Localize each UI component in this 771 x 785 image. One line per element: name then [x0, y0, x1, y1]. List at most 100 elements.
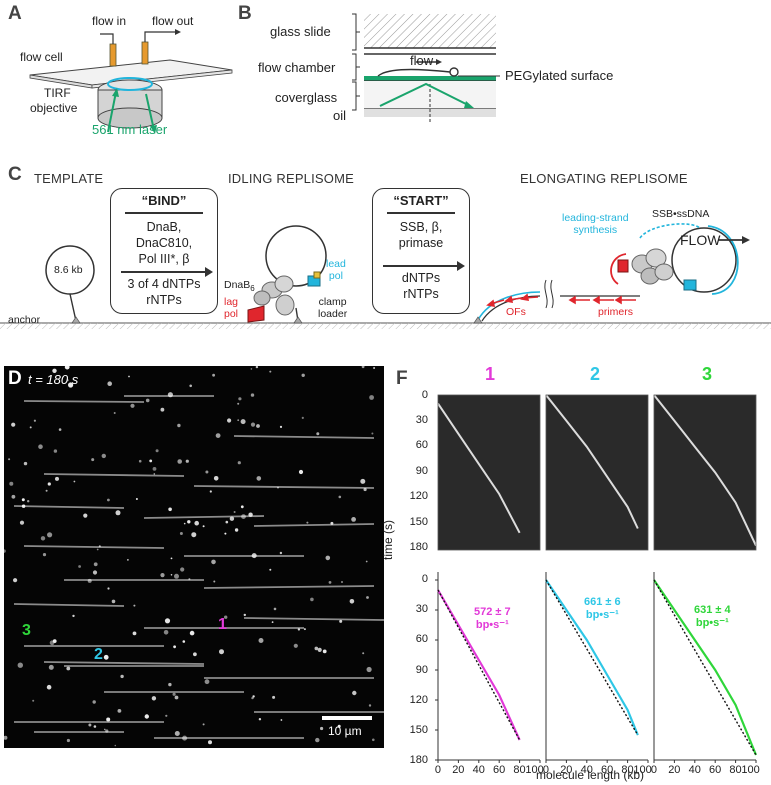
fluorescent-spot-102 [277, 486, 279, 489]
fluorescent-spot-108 [66, 666, 71, 671]
fluorescent-spot-107 [330, 521, 334, 525]
fluorescent-spot-55 [341, 581, 343, 583]
tirf-setup-illustration [29, 29, 233, 134]
coverglass-label: coverglass [275, 90, 338, 105]
anchor-label: anchor [8, 314, 41, 326]
fluorescent-spot-166 [11, 494, 16, 499]
fluorescent-spot-40 [202, 525, 205, 528]
fluorescent-spot-11 [92, 700, 96, 704]
y-tick-top-30: 30 [415, 414, 428, 426]
fluorescent-spot-135 [130, 403, 135, 408]
flow-cell-label: flow cell [20, 50, 63, 64]
fluorescent-spot-131 [17, 662, 23, 668]
micro-label-2: 2 [94, 646, 103, 663]
dna-streak-3 [43, 473, 185, 477]
fluorescent-spot-120 [360, 478, 366, 484]
fluorescent-spot-104 [163, 630, 169, 635]
x-tick-1-60: 60 [493, 764, 506, 776]
fluorescent-spot-88 [227, 418, 232, 423]
fluorescent-spot-159 [369, 395, 374, 400]
dna-streak-7 [253, 523, 375, 527]
fluorescent-spot-136 [29, 426, 32, 429]
fluorescent-spot-44 [208, 740, 212, 745]
laser-label: 561 nm laser [92, 122, 168, 137]
fluorescent-spot-156 [152, 467, 157, 471]
fluorescent-spot-42 [174, 731, 180, 736]
fluorescent-spot-37 [32, 699, 35, 702]
fluorescent-spot-29 [204, 679, 210, 685]
start-title: “START” [393, 193, 449, 208]
x-tick-3-20: 20 [668, 764, 681, 776]
fluorescent-spot-123 [368, 704, 372, 707]
fluorescent-spot-89 [8, 458, 11, 461]
trace-line-1 [437, 589, 521, 741]
fluorescent-spot-141 [243, 613, 246, 617]
fluorescent-spot-178 [301, 373, 305, 377]
leading-strand-line-1: leading-strand [562, 212, 629, 224]
fluorescent-spot-68 [107, 587, 110, 590]
y-tick-top-150: 150 [409, 516, 428, 528]
start-bottom-1: dNTPs [401, 271, 441, 285]
fluorescent-spot-12 [229, 516, 235, 521]
ofs-label: OFs [506, 306, 526, 318]
rate-3: 631 ± 4 bp•s⁻¹ [694, 604, 731, 630]
fluorescent-spot-93 [45, 489, 48, 492]
fluorescent-spot-127 [315, 737, 320, 743]
fluorescent-spot-152 [255, 366, 259, 369]
fluorescent-spot-132 [179, 532, 183, 535]
dna-streak-5 [13, 505, 125, 509]
fluorescent-spot-177 [371, 432, 374, 435]
x-tick-1-100: 100 [525, 764, 544, 776]
fluorescent-spot-140 [96, 548, 99, 551]
fluorescent-spot-91 [202, 723, 205, 726]
kymo-2-trace [545, 394, 639, 529]
x-tick-1-40: 40 [472, 764, 485, 776]
fluorescent-spot-35 [173, 645, 177, 649]
micro-label-3: 3 [22, 622, 31, 639]
fluorescent-spot-113 [241, 514, 246, 519]
fluorescent-spot-114 [52, 368, 57, 373]
y-tick-bottom-180: 180 [409, 754, 428, 766]
kymo-1-number: 1 [485, 364, 496, 384]
time-label: t = 180 s [28, 372, 79, 387]
tirf-label: TIRF [44, 86, 71, 100]
fluorescent-spot-27 [252, 695, 255, 698]
dna-streak-15 [243, 617, 384, 621]
clamp-loader-line-1: clamp [318, 296, 347, 308]
rate-2-value: 661 ± 6 [584, 596, 621, 608]
fluorescent-spot-137 [127, 559, 129, 561]
panel-c-letter: C [8, 164, 22, 185]
fluorescent-spot-186 [182, 640, 186, 643]
dna-streak-0 [23, 400, 145, 403]
fluorescent-spot-151 [279, 425, 283, 428]
fluorescent-spot-129 [213, 476, 219, 481]
fluorescent-spot-2 [225, 520, 229, 524]
x-tick-3-100: 100 [741, 764, 760, 776]
fluorescent-spot-143 [219, 649, 224, 655]
leading-strand-line-2: synthesis [573, 224, 618, 236]
flow-chamber-label: flow chamber [258, 60, 336, 75]
fluorescent-spot-90 [23, 461, 28, 466]
fluorescent-spot-161 [165, 714, 168, 717]
fluorescent-spot-43 [189, 630, 195, 636]
fluorescent-spot-63 [337, 724, 341, 728]
clamp-loader-label: clamp loader [318, 296, 347, 320]
fluorescent-spot-169 [293, 643, 298, 648]
fluorescent-spot-110 [145, 398, 150, 403]
dna-streak-4 [193, 485, 375, 489]
fluorescent-spot-147 [298, 469, 304, 475]
lag-pol-line-2: pol [224, 308, 239, 320]
fluorescent-spot-175 [187, 520, 191, 524]
flow-label-b: flow [410, 53, 434, 68]
fluorescent-spot-184 [237, 419, 240, 422]
bind-line-1: DnaB, [146, 220, 182, 234]
fluorescent-spot-118 [98, 545, 101, 548]
fluorescent-spot-85 [322, 649, 327, 654]
lag-pol-label: lag pol [224, 296, 238, 320]
fluorescent-spot-34 [183, 522, 186, 525]
fluorescent-spot-51 [365, 560, 368, 563]
kymo-1-frame [437, 394, 541, 551]
x-tick-2-100: 100 [633, 764, 652, 776]
flow-label-c: FLOW [680, 232, 721, 248]
